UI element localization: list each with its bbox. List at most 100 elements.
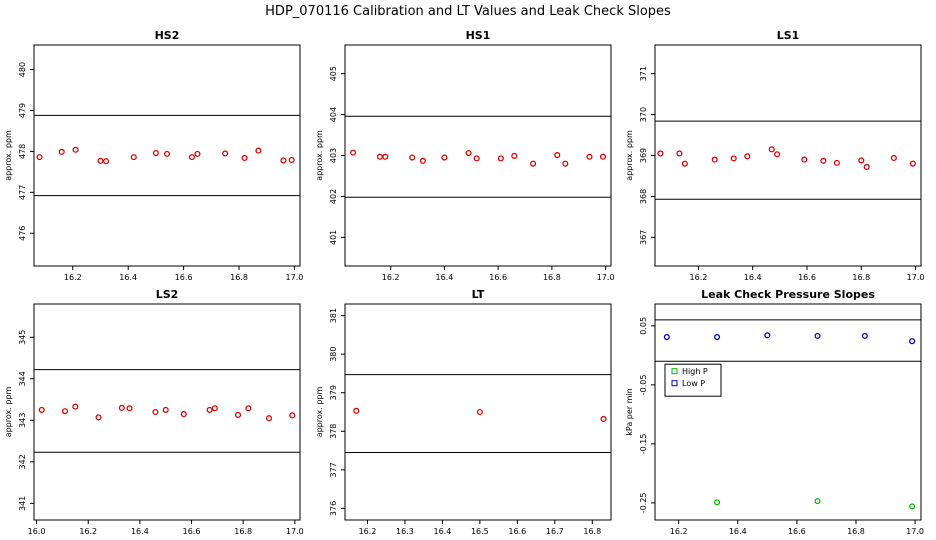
data-point <box>265 415 273 422</box>
series-high-p <box>714 498 916 510</box>
data-point <box>72 146 79 153</box>
x-tick-label: 17.0 <box>906 527 924 536</box>
data-point <box>409 154 416 161</box>
data-point <box>350 149 357 156</box>
data-point <box>102 158 110 165</box>
data-point <box>376 153 383 160</box>
data-point <box>473 155 480 162</box>
chart-panel-1: HS2 16.2 16.4 16.6 16.8 17.0 476 477 478 479 480 ap… <box>4 29 303 282</box>
series-ls2 <box>38 403 296 422</box>
legend-label: Low P <box>682 379 705 388</box>
data-point <box>465 149 472 157</box>
y-tick-label: -0.15 <box>639 434 648 455</box>
data-point <box>890 154 897 162</box>
data-point <box>530 160 537 167</box>
data-point <box>245 405 252 412</box>
data-point <box>663 333 670 341</box>
y-tick-label: 403 <box>329 148 338 163</box>
data-point <box>909 503 916 510</box>
y-tick-label: 377 <box>329 462 338 477</box>
data-point <box>118 404 125 411</box>
y-tick-label: 344 <box>18 371 27 386</box>
y-tick-label: 379 <box>329 385 338 400</box>
x-tick-label: 16.5 <box>471 527 489 536</box>
data-point <box>600 415 607 422</box>
x-tick-label: 16.8 <box>230 273 248 282</box>
data-point <box>289 412 296 419</box>
plot-frame <box>654 303 922 521</box>
plot-frame <box>33 44 301 267</box>
data-point <box>714 499 721 506</box>
data-point <box>676 150 683 157</box>
data-point <box>744 153 751 160</box>
x-tick-label: 16.0 <box>28 527 46 536</box>
y-axis-label: approx. ppm <box>315 387 324 438</box>
y-tick-label: 342 <box>18 454 27 469</box>
data-point <box>562 160 569 167</box>
y-tick-label: 478 <box>18 144 27 159</box>
x-tick-label: 16.6 <box>798 273 816 282</box>
legend-label: High P <box>682 367 708 376</box>
legend-marker <box>671 368 678 375</box>
x-tick-label: 16.4 <box>729 527 747 536</box>
data-point <box>764 332 771 339</box>
y-tick-label: 343 <box>18 413 27 428</box>
chart-title: HS1 <box>466 29 491 42</box>
legend-marker <box>671 380 678 387</box>
data-point <box>58 148 65 155</box>
data-point <box>234 411 242 418</box>
chart-title: LS2 <box>156 288 179 301</box>
y-tick-label: 371 <box>639 66 648 81</box>
x-tick-label: 16.8 <box>847 527 865 536</box>
y-tick-label: -0.25 <box>639 493 648 514</box>
chart-title: HS2 <box>155 29 180 42</box>
data-point <box>222 150 229 157</box>
y-tick-label: 341 <box>18 496 27 511</box>
x-tick-label: 17.0 <box>286 273 304 282</box>
data-point <box>206 406 213 413</box>
series-hs1 <box>350 149 606 167</box>
chart-panel-2: HS1 16.2 16.4 16.6 16.8 17.0 401 402 403 404 405 ap… <box>315 29 615 282</box>
data-point <box>814 332 821 339</box>
x-tick-label: 16.2 <box>670 527 688 536</box>
x-tick-label: 17.0 <box>597 273 615 282</box>
x-tick-label: 16.7 <box>546 527 564 536</box>
x-tick-label: 16.2 <box>64 273 82 282</box>
plot-frame <box>654 44 922 267</box>
x-tick-label: 16.8 <box>543 273 561 282</box>
y-tick-label: 367 <box>639 230 648 245</box>
data-point <box>768 146 775 153</box>
plot-frame <box>344 303 612 521</box>
series-lt <box>353 407 607 422</box>
y-tick-label: 368 <box>639 189 648 204</box>
data-point <box>280 157 287 164</box>
chart-panel-5: LT 16.2 16.3 16.4 16.5 16.6 16.7 16.8 376 377 378 3… <box>315 288 612 536</box>
data-point <box>194 150 201 157</box>
data-point <box>657 150 664 157</box>
data-point <box>861 332 868 339</box>
series-ls1 <box>657 146 916 171</box>
x-tick-label: 16.6 <box>175 273 193 282</box>
x-tick-label: 16.8 <box>583 527 601 536</box>
x-tick-label: 16.8 <box>852 273 870 282</box>
data-point <box>211 405 218 412</box>
series-low-p <box>663 332 916 345</box>
data-point <box>476 408 483 416</box>
data-point <box>909 338 916 345</box>
data-point <box>814 498 821 505</box>
data-point <box>180 411 187 418</box>
data-point <box>909 160 916 167</box>
y-tick-label: 402 <box>329 189 338 204</box>
data-point <box>162 406 169 413</box>
chart-panel-3: LS1 16.2 16.4 16.6 16.8 17.0 367 368 369 370 371 ap… <box>625 29 924 282</box>
y-tick-label: 0.05 <box>639 317 648 335</box>
x-tick-label: 17.0 <box>907 273 925 282</box>
y-tick-label: 404 <box>329 107 338 122</box>
data-point <box>863 163 870 171</box>
x-tick-label: 16.4 <box>744 273 762 282</box>
data-point <box>858 157 865 164</box>
y-tick-label: 376 <box>329 501 338 516</box>
chart-panels: HS2 16.2 16.4 16.6 16.8 17.0 476 477 478 479 480 ap… <box>4 29 924 536</box>
data-point <box>61 408 69 415</box>
